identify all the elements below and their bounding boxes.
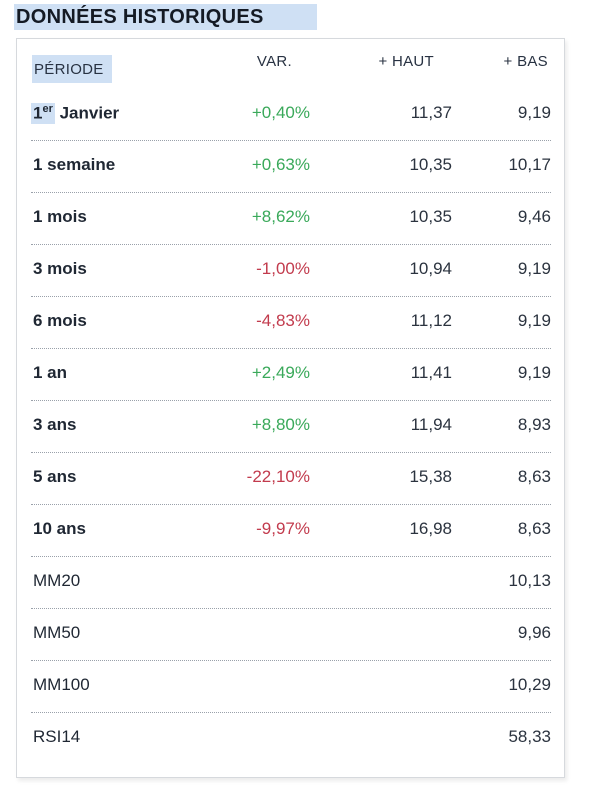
table-body: 1er Janvier +0,40% 11,37 9,19 1 semaine +…: [31, 89, 551, 765]
row-low: 8,63: [517, 519, 551, 538]
table-row: 10 ans -9,97% 16,98 8,63: [31, 505, 551, 557]
indicator-label: MM100: [33, 675, 90, 694]
table-row: 1 an +2,49% 11,41 9,19: [31, 349, 551, 401]
row-variation: +2,49%: [251, 363, 310, 382]
row-high: 16,98: [409, 519, 452, 538]
row-low: 9,19: [517, 363, 551, 382]
row-variation: -4,83%: [256, 311, 310, 330]
row-variation: +0,40%: [251, 103, 310, 122]
indicator-value: 10,13: [508, 571, 551, 590]
row-label: 5 ans: [33, 467, 77, 486]
table-header: PÉRIODE VAR. + HAUT + BAS: [17, 39, 564, 89]
indicator-label: MM20: [33, 571, 81, 590]
header-variation: VAR.: [256, 53, 292, 70]
table-row: 6 mois -4,83% 11,12 9,19: [31, 297, 551, 349]
row-high: 11,12: [410, 311, 452, 330]
row-variation: -9,97%: [256, 519, 310, 538]
indicator-row: RSI14 58,33: [31, 713, 551, 765]
row-variation: +0,63%: [251, 155, 310, 174]
indicator-value: 10,29: [508, 675, 551, 694]
row-low: 8,93: [517, 415, 551, 434]
row-high: 11,37: [410, 103, 452, 122]
row-variation: -22,10%: [246, 467, 310, 486]
row-label: 1 semaine: [33, 155, 116, 174]
indicator-label: RSI14: [33, 727, 81, 746]
row-high: 11,41: [410, 363, 452, 382]
section-title: DONNÉES HISTORIQUES: [14, 4, 317, 30]
row-label: 1er Janvier: [31, 103, 120, 124]
indicator-value: 58,33: [508, 727, 551, 746]
indicator-label: MM50: [33, 623, 81, 642]
row-high: 10,94: [409, 259, 452, 278]
table-row: 3 mois -1,00% 10,94 9,19: [31, 245, 551, 297]
row-label: 6 mois: [33, 311, 87, 330]
row-label: 10 ans: [33, 519, 86, 538]
header-period: PÉRIODE: [32, 55, 112, 83]
row-low: 9,46: [517, 207, 551, 226]
row-high: 10,35: [409, 207, 452, 226]
row-high: 15,38: [409, 467, 452, 486]
row-low: 9,19: [517, 311, 551, 330]
table-row: 1 mois +8,62% 10,35 9,46: [31, 193, 551, 245]
row-low: 9,19: [517, 103, 551, 122]
indicator-row: MM50 9,96: [31, 609, 551, 661]
row-label: 3 mois: [33, 259, 87, 278]
indicator-value: 9,96: [517, 623, 551, 642]
row-label: 3 ans: [33, 415, 77, 434]
table-row: 1 semaine +0,63% 10,35 10,17: [31, 141, 551, 193]
row-high: 10,35: [409, 155, 452, 174]
row-low: 9,19: [517, 259, 551, 278]
row-label: 1 mois: [33, 207, 87, 226]
row-label: 1 an: [33, 363, 68, 382]
historical-data-table: PÉRIODE VAR. + HAUT + BAS 1er Janvier +0…: [16, 38, 565, 778]
indicator-row: MM100 10,29: [31, 661, 551, 713]
header-low: + BAS: [503, 53, 548, 70]
header-high: + HAUT: [378, 53, 434, 70]
row-variation: +8,62%: [251, 207, 310, 226]
row-variation: +8,80%: [251, 415, 310, 434]
row-variation: -1,00%: [256, 259, 310, 278]
table-row: 3 ans +8,80% 11,94 8,93: [31, 401, 551, 453]
table-row: 5 ans -22,10% 15,38 8,63: [31, 453, 551, 505]
row-low: 10,17: [508, 155, 551, 174]
indicator-row: MM20 10,13: [31, 557, 551, 609]
row-high: 11,94: [410, 415, 452, 434]
table-row-first-january: 1er Janvier +0,40% 11,37 9,19: [31, 89, 551, 141]
row-low: 8,63: [517, 467, 551, 486]
